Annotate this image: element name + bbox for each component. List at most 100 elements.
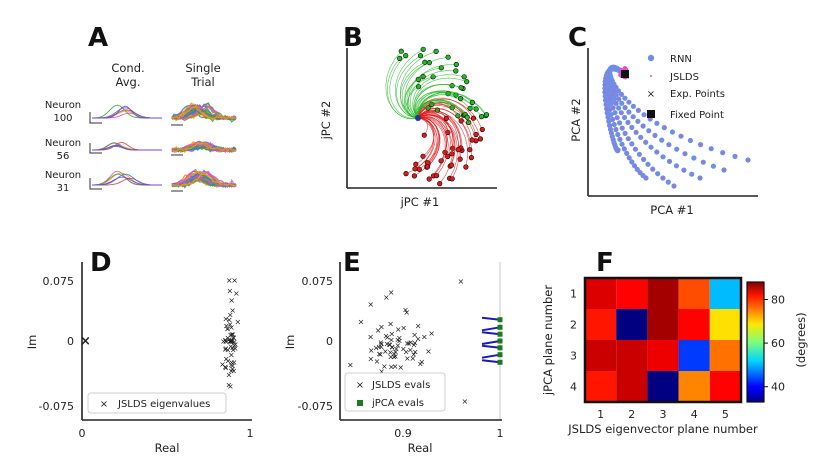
jslds-point-2-18 [617, 98, 620, 100]
jpc-trajectory-79 [417, 115, 447, 161]
jslds-point-2-16 [613, 90, 615, 92]
jslds-eigenvalue-22: × [228, 337, 235, 346]
jpca-connector-2 [481, 326, 501, 332]
jslds-eval-36: × [386, 340, 393, 349]
panel-d-legend-box [87, 392, 227, 414]
panel-letter-d: D [90, 248, 112, 278]
trace-row2-single-29 [171, 141, 237, 154]
panel-d-xlabel: Real [155, 441, 180, 455]
jslds-eigenvalue-49: × [227, 382, 234, 391]
jslds-point-4-32 [662, 177, 664, 179]
rnn-point-2-29 [674, 146, 680, 152]
rnn-point-5-25 [619, 141, 625, 147]
row-label-neuron-100-a: Neuron [45, 100, 81, 111]
rnn-point-4-33 [665, 179, 671, 185]
jpca-eval-1 [497, 317, 503, 323]
jslds-eval-4: × [368, 354, 375, 363]
jslds-point-2-34 [723, 169, 725, 171]
panel-b: B jPC #1 jPC #2 [319, 23, 497, 209]
panel-letter-e: E [343, 248, 361, 278]
rnn-point-5-23 [615, 131, 621, 138]
jslds-eval-12: × [393, 345, 400, 354]
jpc-trajectory-4 [408, 64, 457, 119]
trace-row1-single-28 [171, 107, 237, 120]
jslds-eval-outer-2: × [462, 397, 469, 406]
jslds-point-5-20 [611, 118, 614, 121]
jpca-connector-1 [481, 316, 501, 321]
jslds-eigenvalue-32: × [220, 337, 227, 346]
jpc-endpoint-59 [426, 176, 432, 182]
jpc-endpoint-19 [479, 126, 485, 133]
heatmap-cell-r3-c2 [616, 340, 648, 371]
jslds-eigenvalue-30: × [228, 351, 235, 360]
jpc-endpoint-47 [424, 164, 431, 170]
jslds-eval-42: × [378, 340, 385, 349]
jslds-point-5-30 [633, 164, 636, 167]
jslds-eval-18: × [368, 346, 375, 355]
jpc-endpoint-26 [473, 106, 479, 112]
jslds-eigenvalue-28: × [227, 331, 234, 340]
jpc-origin-marker [415, 115, 421, 121]
jpc-trajectory-49 [417, 107, 471, 150]
heatmap-cell-r2-c3 [647, 309, 679, 340]
jpc-endpoint-49 [467, 147, 473, 153]
panel-d-legend-label: JSLDS eigenvalues [117, 399, 210, 410]
jslds-eval-50: × [358, 317, 365, 326]
jslds-eigenvalue-43: × [228, 336, 235, 345]
heatmap-cell-r4-c5 [709, 371, 741, 402]
heatmap-xtick-5: 5 [722, 408, 729, 421]
jpca-connector-4 [481, 340, 501, 345]
rnn-point-3-33 [689, 171, 695, 177]
jpc-trajectory-22 [404, 56, 449, 119]
jslds-eval-68: × [376, 350, 383, 359]
jslds-point-6-22 [608, 124, 611, 127]
panel-e-legend-marker-jpca [357, 400, 363, 406]
jslds-point-4-20 [616, 116, 619, 119]
rnn-point-5-21 [611, 121, 617, 128]
jpca-eval-3 [497, 331, 503, 337]
jslds-point-1-34 [747, 159, 749, 161]
jslds-eigenvalue-13: × [228, 336, 235, 345]
jpc-endpoint-12 [438, 65, 444, 71]
jpca-connector-6 [481, 353, 501, 359]
column-title-cond-avg-1: Cond. [111, 61, 144, 75]
heatmap-cells [585, 278, 741, 402]
jslds-point-1-28 [680, 135, 682, 138]
jpc-endpoint-80 [430, 74, 436, 80]
trace-row2-avg-6 [92, 144, 162, 151]
jslds-eval-34: × [387, 353, 394, 362]
jslds-eigenvalue-23: × [222, 364, 229, 373]
jpc-trajectory-80 [407, 76, 434, 119]
jslds-eigenvalue-27: × [229, 330, 236, 339]
jpc-trajectories [385, 46, 490, 187]
jpc-trajectory-38 [413, 77, 467, 119]
jslds-eval-48: × [376, 342, 383, 351]
jslds-point-1-26 [663, 126, 666, 129]
jpc-trajectory-53 [417, 110, 462, 149]
jpc-trajectory-59 [417, 117, 446, 180]
jpc-endpoint-61 [473, 131, 479, 138]
jslds-eval-63: × [389, 343, 396, 352]
panel-d: D ××××××××××××××××××××××××××××××××××××× ×… [25, 248, 254, 455]
jslds-point-4-24 [627, 137, 630, 140]
jslds-eigenvalue-37: × [223, 337, 230, 346]
jpc-endpoint-34 [403, 52, 409, 59]
panel-e-ytick-2: -0.075 [298, 400, 333, 413]
jslds-eigenvalue-19: × [232, 340, 239, 349]
rnn-point-3-25 [638, 134, 644, 140]
jslds-point-6-20 [607, 116, 609, 119]
legend-label-jslds: JSLDS [669, 72, 699, 83]
jslds-point-6-24 [610, 132, 613, 134]
rnn-point-6-15 [602, 93, 608, 99]
jpc-trajectory-34 [389, 55, 419, 119]
jslds-eigenvalue-56: × [224, 325, 231, 334]
jslds-point-1-30 [699, 143, 702, 146]
panel-e-ylabel: Im [283, 335, 297, 350]
jpc-trajectory-54 [394, 49, 424, 119]
jslds-eval-61: × [394, 336, 401, 345]
jslds-eval-5: × [392, 348, 399, 357]
legend-label-exp-points: Exp. Points [670, 89, 725, 100]
jslds-point-4-22 [621, 127, 624, 129]
rnn-point-1-31 [708, 146, 714, 152]
jslds-eigenvalue-51: × [222, 362, 229, 371]
